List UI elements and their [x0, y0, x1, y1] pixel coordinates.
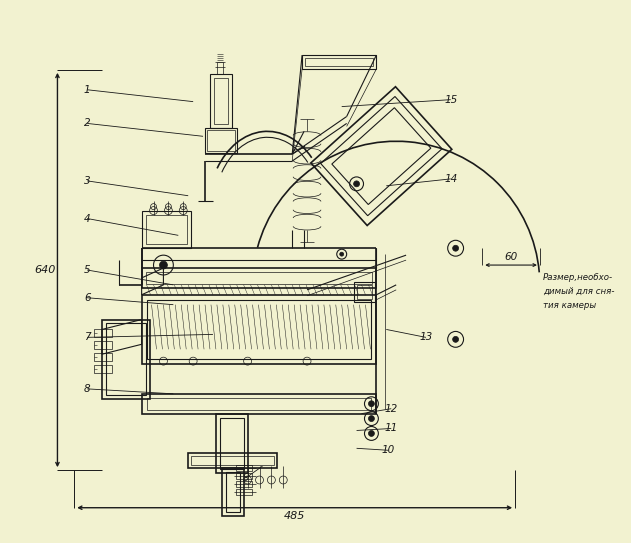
- Text: 1: 1: [84, 85, 90, 94]
- Text: 8: 8: [84, 384, 90, 394]
- Bar: [94, 365, 112, 373]
- Text: 12: 12: [385, 403, 398, 414]
- Bar: [188, 453, 278, 468]
- Bar: [305, 58, 374, 66]
- Bar: [146, 214, 187, 244]
- Bar: [207, 130, 235, 151]
- Text: димый для сня-: димый для сня-: [543, 287, 614, 296]
- Bar: [146, 272, 372, 284]
- Bar: [216, 414, 247, 473]
- Text: 5: 5: [84, 265, 90, 275]
- Bar: [214, 78, 228, 124]
- Text: 2: 2: [84, 118, 90, 129]
- Text: 13: 13: [419, 332, 432, 343]
- Bar: [94, 353, 112, 361]
- Bar: [141, 211, 191, 248]
- Bar: [236, 473, 252, 479]
- Text: 15: 15: [444, 94, 457, 105]
- Bar: [236, 465, 252, 471]
- Circle shape: [369, 415, 374, 421]
- Text: тия камеры: тия камеры: [543, 301, 596, 310]
- Bar: [222, 468, 244, 516]
- Bar: [141, 394, 376, 414]
- Text: 6: 6: [84, 293, 90, 303]
- Text: 640: 640: [34, 265, 56, 275]
- Bar: [191, 456, 274, 465]
- Bar: [106, 324, 146, 395]
- Circle shape: [353, 181, 360, 187]
- Bar: [226, 472, 240, 512]
- Bar: [357, 285, 372, 299]
- Circle shape: [452, 336, 459, 342]
- Bar: [141, 268, 376, 288]
- Text: 485: 485: [283, 510, 305, 521]
- Text: 60: 60: [504, 252, 517, 262]
- Bar: [94, 342, 112, 349]
- Text: 14: 14: [444, 174, 457, 184]
- Text: 11: 11: [385, 424, 398, 433]
- Text: 10: 10: [382, 445, 395, 455]
- Bar: [302, 55, 376, 69]
- Bar: [353, 282, 375, 302]
- Bar: [94, 330, 112, 337]
- Bar: [146, 398, 372, 409]
- Bar: [146, 300, 372, 359]
- Bar: [141, 295, 376, 364]
- Bar: [102, 319, 150, 399]
- Bar: [210, 74, 232, 128]
- Bar: [236, 489, 252, 495]
- Circle shape: [369, 431, 374, 437]
- Circle shape: [339, 252, 344, 256]
- Bar: [205, 128, 237, 153]
- Circle shape: [452, 245, 459, 251]
- Bar: [220, 418, 244, 469]
- Text: Размер,необхо-: Размер,необхо-: [543, 274, 613, 282]
- Circle shape: [160, 261, 167, 269]
- Text: 3: 3: [84, 176, 90, 186]
- Text: 7: 7: [84, 332, 90, 343]
- Text: 9: 9: [242, 473, 249, 483]
- Bar: [236, 481, 252, 487]
- Text: 4: 4: [84, 213, 90, 224]
- Circle shape: [369, 401, 374, 407]
